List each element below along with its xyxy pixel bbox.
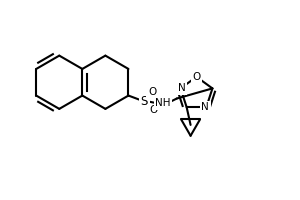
Text: O: O — [192, 72, 201, 82]
Text: N: N — [202, 102, 209, 112]
Text: N: N — [178, 83, 185, 93]
Text: O: O — [148, 87, 156, 97]
Text: NH: NH — [155, 98, 171, 108]
Text: S: S — [140, 95, 148, 108]
Text: O: O — [149, 105, 157, 115]
